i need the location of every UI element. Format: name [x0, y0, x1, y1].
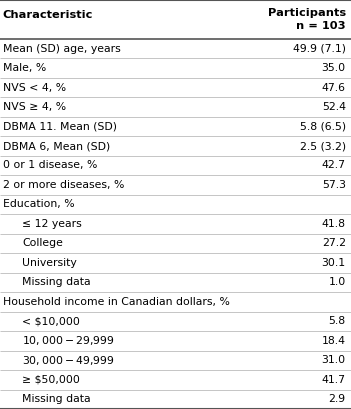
Text: $10,000-$29,999: $10,000-$29,999 [22, 334, 115, 347]
Text: < $10,000: < $10,000 [22, 316, 80, 326]
Text: 30.1: 30.1 [322, 258, 346, 268]
Text: 42.7: 42.7 [322, 160, 346, 171]
Text: 2.5 (3.2): 2.5 (3.2) [300, 141, 346, 151]
Text: 5.8: 5.8 [329, 316, 346, 326]
Text: ≥ $50,000: ≥ $50,000 [22, 375, 80, 385]
Text: DBMA 11. Mean (SD): DBMA 11. Mean (SD) [3, 121, 117, 132]
Text: University: University [22, 258, 77, 268]
Text: 0 or 1 disease, %: 0 or 1 disease, % [3, 160, 97, 171]
Text: 41.7: 41.7 [322, 375, 346, 385]
Text: NVS ≥ 4, %: NVS ≥ 4, % [3, 102, 66, 112]
Text: Mean (SD) age, years: Mean (SD) age, years [3, 44, 120, 54]
Text: 41.8: 41.8 [322, 219, 346, 229]
Text: 49.9 (7.1): 49.9 (7.1) [293, 44, 346, 54]
Text: Household income in Canadian dollars, %: Household income in Canadian dollars, % [3, 297, 230, 307]
Text: 57.3: 57.3 [322, 180, 346, 190]
Text: 31.0: 31.0 [322, 355, 346, 365]
Text: Missing data: Missing data [22, 394, 91, 404]
Text: Male, %: Male, % [3, 63, 46, 73]
Text: 35.0: 35.0 [322, 63, 346, 73]
Text: College: College [22, 238, 63, 248]
Text: 2 or more diseases, %: 2 or more diseases, % [3, 180, 124, 190]
Text: $30,000-$49,999: $30,000-$49,999 [22, 354, 115, 367]
Text: 27.2: 27.2 [322, 238, 346, 248]
Text: 1.0: 1.0 [329, 277, 346, 288]
Text: 52.4: 52.4 [322, 102, 346, 112]
Text: 2.9: 2.9 [329, 394, 346, 404]
Text: Characteristic: Characteristic [3, 10, 93, 20]
Text: 47.6: 47.6 [322, 83, 346, 92]
Text: Education, %: Education, % [3, 200, 74, 209]
Text: ≤ 12 years: ≤ 12 years [22, 219, 82, 229]
Text: 5.8 (6.5): 5.8 (6.5) [300, 121, 346, 132]
Text: DBMA 6, Mean (SD): DBMA 6, Mean (SD) [3, 141, 110, 151]
Text: 18.4: 18.4 [322, 336, 346, 346]
Text: Missing data: Missing data [22, 277, 91, 288]
Text: NVS < 4, %: NVS < 4, % [3, 83, 66, 92]
Text: Participants
n = 103: Participants n = 103 [267, 8, 346, 31]
